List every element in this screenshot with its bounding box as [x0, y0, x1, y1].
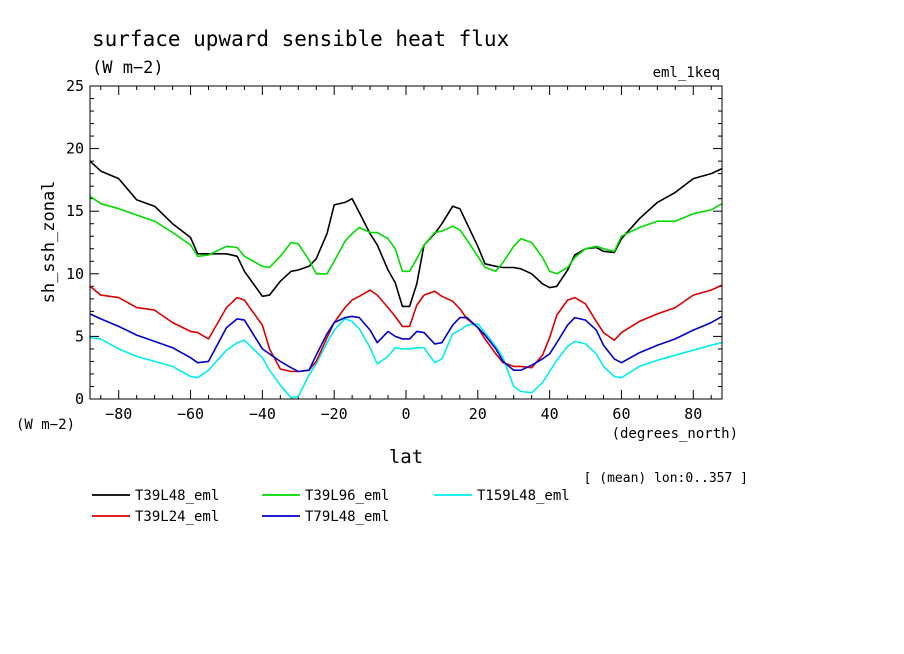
legend: T39L48_eml T39L96_eml T159L48_eml T39L24_em… [92, 488, 570, 525]
y-axis-label: sh_ssh_zonal [39, 181, 59, 304]
x-tick-label: 0 [401, 405, 410, 423]
x-tick-label: 40 [541, 405, 559, 423]
y-tick-label: 5 [75, 327, 84, 345]
x-tick-label: −80 [105, 405, 132, 423]
chart-title: surface upward sensible heat flux [92, 27, 509, 51]
y-units-label: (W m−2) [16, 417, 75, 433]
x-tick-label: −60 [177, 405, 204, 423]
series-lines [89, 160, 723, 399]
series-line-T39L96_eml [89, 195, 723, 275]
series-line-T39L24_eml [89, 284, 723, 373]
legend-label: T39L48_eml [135, 488, 219, 504]
x-tick-label: 60 [612, 405, 630, 423]
experiment-label: eml_1keq [653, 65, 720, 81]
y-tick-label: 25 [66, 77, 84, 95]
x-units-label: (degrees_north) [612, 426, 738, 442]
mean-note: [ (mean) lon:0..357 ] [584, 471, 748, 486]
y-tick-label: 10 [66, 265, 84, 283]
legend-label: T79L48_eml [305, 509, 389, 525]
y-tick-label: 20 [66, 140, 84, 158]
legend-label: T39L96_eml [305, 488, 389, 504]
x-tick-label: −20 [321, 405, 348, 423]
plot-frame [89, 85, 723, 400]
x-axis-label: lat [389, 446, 423, 468]
series-line-T79L48_eml [89, 313, 723, 373]
chart-subtitle: (W m−2) [92, 58, 164, 78]
x-tick-label: 20 [469, 405, 487, 423]
y-tick-label: 15 [66, 202, 84, 220]
tick-labels: −80 −60 −40 −20 0 20 40 60 80 0 5 10 15 20 25 [66, 77, 702, 423]
plot-area: −80 −60 −40 −20 0 20 40 60 80 0 5 10 15 20 25 [66, 77, 723, 423]
legend-label: T159L48_eml [477, 488, 570, 504]
series-line-T159L48_eml [89, 318, 723, 399]
x-tick-label: 80 [684, 405, 702, 423]
legend-label: T39L24_eml [135, 509, 219, 525]
axis-ticks [90, 85, 722, 400]
y-tick-label: 0 [75, 390, 84, 408]
x-tick-label: −40 [249, 405, 276, 423]
